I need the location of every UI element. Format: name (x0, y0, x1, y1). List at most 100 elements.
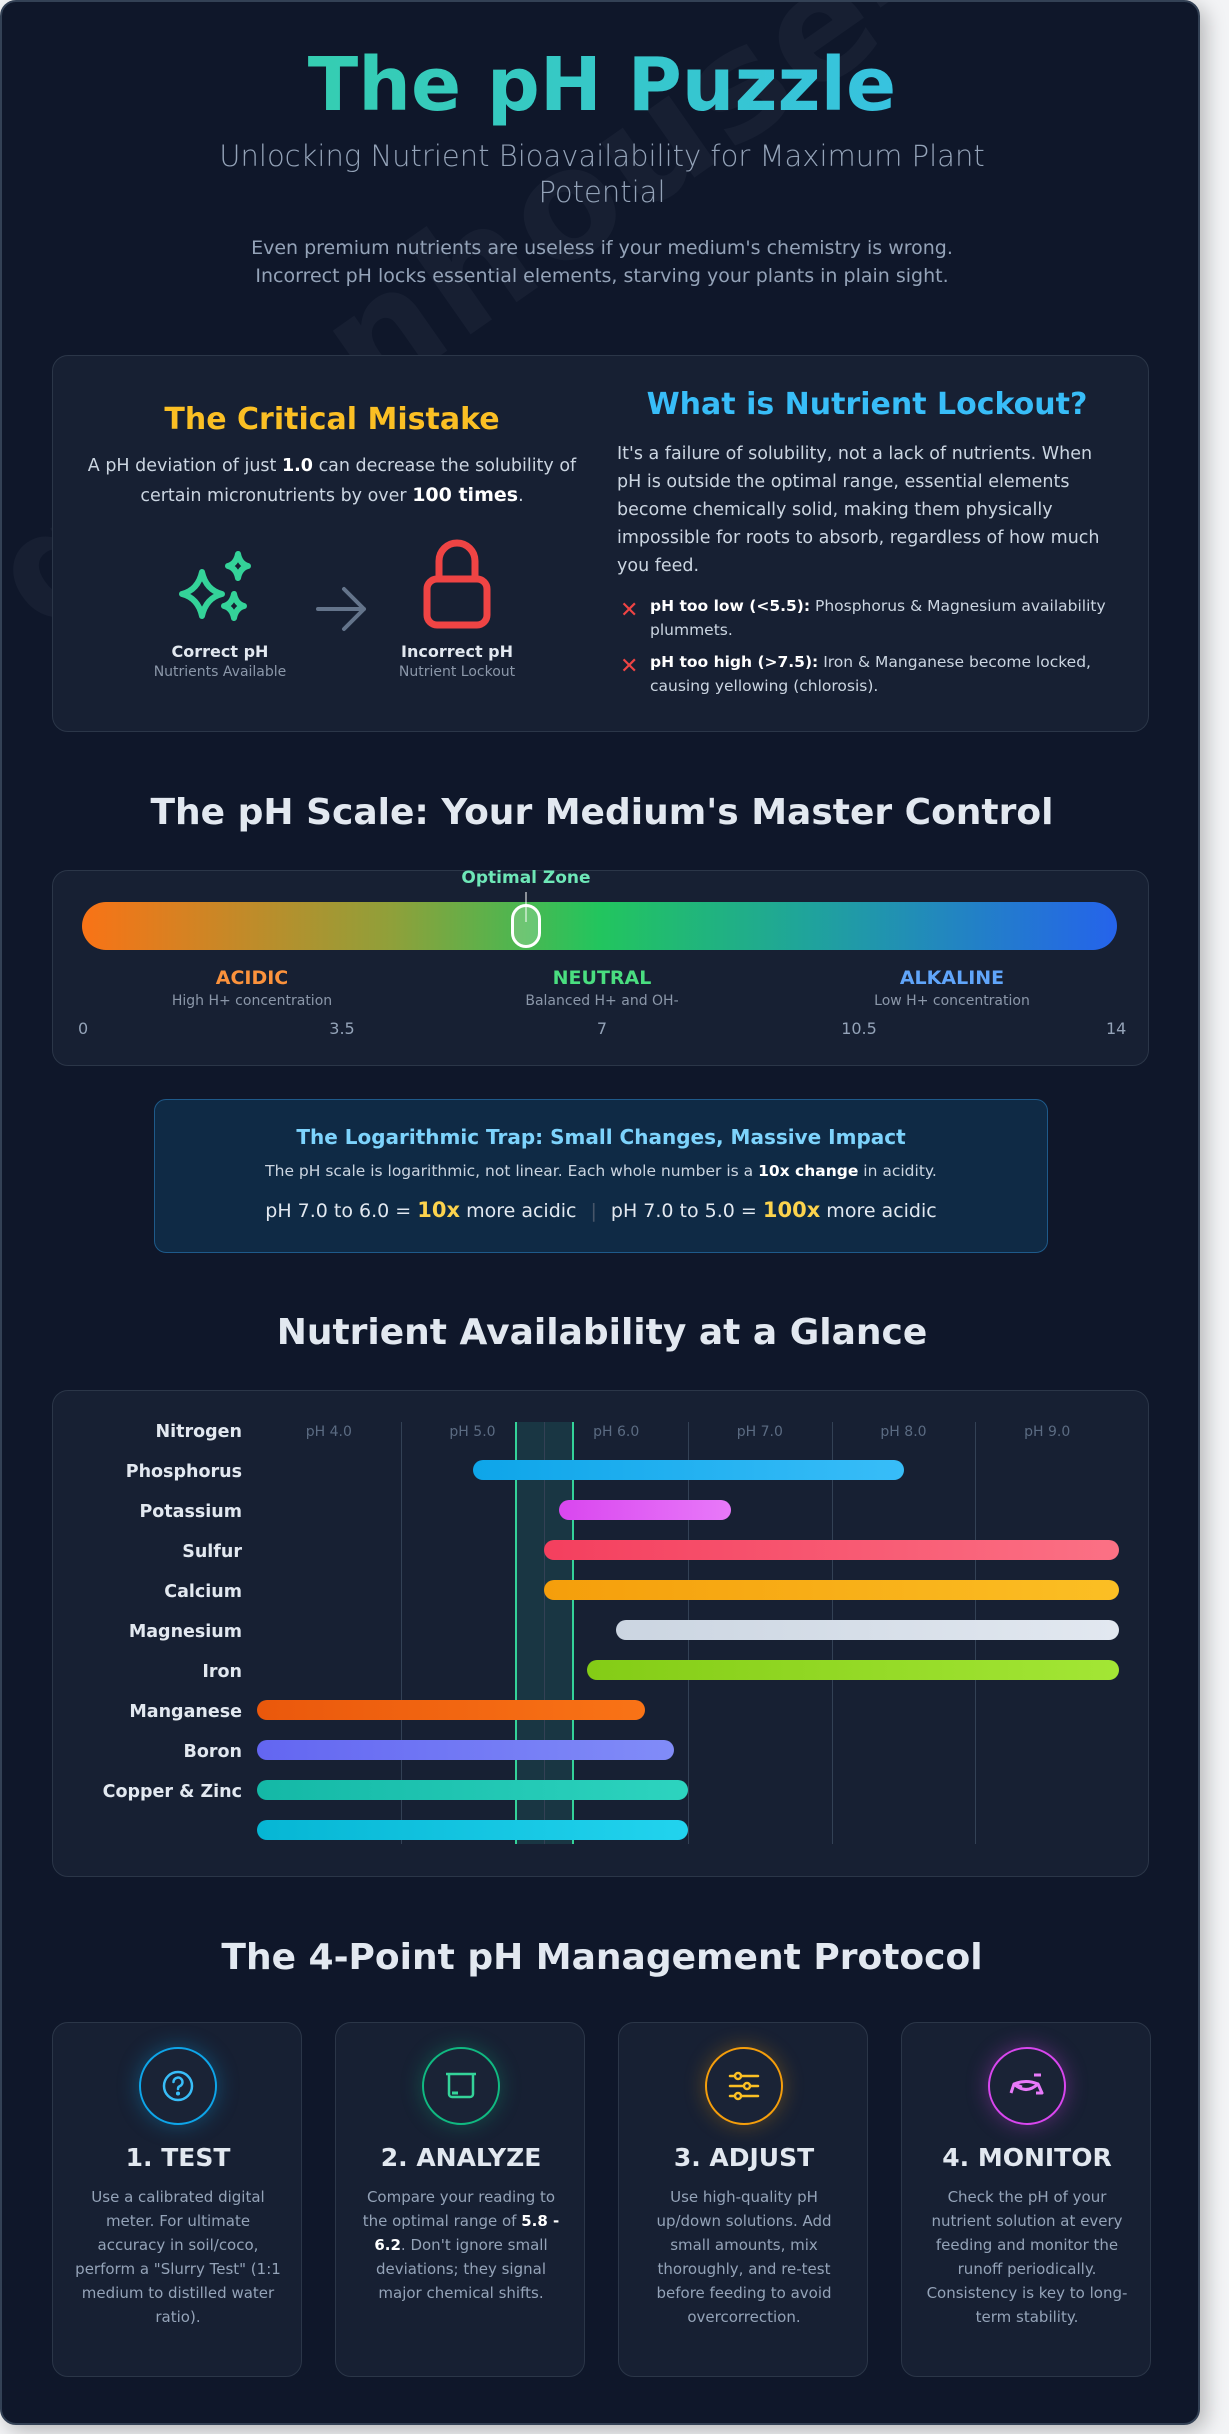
card-text: Compare your reading to the optimal rang… (358, 2185, 564, 2305)
tick-14: 14 (1106, 1019, 1127, 1038)
intro-line-2: Incorrect pH locks essential elements, s… (255, 265, 949, 287)
protocol-card-analyze: 2. ANALYZE Compare your reading to the o… (335, 2022, 585, 2377)
optimal-zone-band (515, 1422, 574, 1844)
zone-acidic: ACIDIC High H+ concentration (152, 967, 352, 1009)
text: can decrease the solubility of certain m… (140, 456, 577, 506)
lockout-title: What is Nutrient Lockout? (646, 387, 1088, 422)
highlight-times: 100 times (412, 484, 519, 506)
nutrient-heading: Nutrient Availability at a Glance (276, 1312, 928, 1353)
page-subtitle: Unlocking Nutrient Bioavailability for M… (219, 139, 985, 209)
protocol-card-monitor: 4. MONITOR Check the pH of your nutrient… (901, 2022, 1151, 2377)
log-trap-text: The pH scale is logarithmic, not linear.… (154, 1162, 1048, 1180)
tick-3-5: 3.5 (329, 1019, 355, 1038)
logarithmic-trap-callout (154, 1099, 1048, 1253)
critical-mistake-text: A pH deviation of just 1.0 can decrease … (82, 452, 582, 511)
optimal-zone-marker (511, 904, 541, 948)
nutrient-label: Calcium (164, 1582, 242, 1602)
nutrient-label: Manganese (129, 1702, 242, 1722)
ph-scale-heading: The pH Scale: Your Medium's Master Contr… (150, 792, 1054, 833)
correct-ph-label: Correct pH (171, 642, 269, 661)
eq-highlight: 10x (417, 1198, 461, 1222)
availability-bar (257, 1820, 688, 1840)
card-text: Use a calibrated digital meter. For ulti… (75, 2188, 281, 2326)
eq-text: more acidic (820, 1200, 937, 1222)
availability-bar (257, 1780, 688, 1800)
zone-title: NEUTRAL (552, 967, 652, 989)
lockout-text: It's a failure of solubility, not a lack… (617, 444, 1100, 576)
card-title: 2. ANALYZE (380, 2143, 542, 2172)
zone-sub: Balanced H+ and OH- (525, 993, 679, 1009)
mistake-lockout-panel (52, 355, 1149, 732)
nutrient-label: Copper & Zinc (102, 1782, 242, 1802)
protocol-heading: The 4-Point pH Management Protocol (221, 1937, 983, 1978)
incorrect-ph-caption: Incorrect pH Nutrient Lockout (357, 642, 557, 680)
eq-highlight: 100x (762, 1198, 821, 1222)
zone-neutral: NEUTRAL Balanced H+ and OH- (492, 967, 712, 1009)
optimal-range: 5.8 - 6.2 (374, 2212, 560, 2254)
critical-mistake-title: The Critical Mistake (164, 402, 500, 437)
nutrient-label: Phosphorus (125, 1462, 242, 1482)
nutrient-label: Magnesium (128, 1622, 242, 1642)
intro-line-1: Even premium nutrients are useless if yo… (251, 237, 953, 259)
log-trap-title: The Logarithmic Trap: Small Changes, Mas… (296, 1125, 906, 1149)
bullet-text: pH too low (<5.5): Phosphorus & Magnesiu… (650, 594, 1120, 642)
availability-bar (472, 1460, 904, 1480)
axis-label: pH 4.0 (305, 1424, 352, 1440)
tick-10-5: 10.5 (841, 1019, 877, 1038)
card-title: 4. MONITOR (942, 2143, 1112, 2172)
availability-bar (257, 1740, 674, 1760)
gridline (544, 1422, 546, 1844)
card-title: 1. TEST (125, 2143, 231, 2172)
axis-label: pH 7.0 (736, 1424, 783, 1440)
optimal-zone-edge (572, 1422, 575, 1844)
page-title: The pH Puzzle (2, 42, 1198, 128)
card-text: Use high-quality pH up/down solutions. A… (656, 2188, 832, 2326)
tick-0: 0 (78, 1019, 89, 1038)
monitor-icon (988, 2047, 1066, 2125)
x-icon: ✕ (620, 598, 639, 623)
bullet-low-ph: ✕ pH too low (<5.5): Phosphorus & Magnes… (620, 594, 1120, 642)
sliders-icon (705, 2047, 783, 2125)
nutrient-label: Sulfur (182, 1542, 242, 1562)
availability-bar (257, 1700, 645, 1720)
availability-bar (558, 1500, 732, 1520)
log-trap-equations: pH 7.0 to 6.0 = 10x more acidic | pH 7.0 t… (154, 1198, 1048, 1222)
sparkles-icon (172, 542, 262, 636)
card-title: 3. ADJUST (673, 2143, 815, 2172)
zone-title: ACIDIC (215, 967, 289, 989)
text: in acidity. (858, 1162, 937, 1180)
x-icon: ✕ (620, 654, 639, 679)
separator: | (590, 1200, 597, 1222)
intro-text: Even premium nutrients are useless if yo… (152, 234, 1052, 290)
protocol-card-test: 1. TEST Use a calibrated digital meter. … (52, 2022, 302, 2377)
lock-icon (417, 539, 497, 633)
availability-bar (587, 1660, 1119, 1680)
arrow-right-icon (314, 585, 370, 637)
text: . Don't ignore small deviations; they si… (376, 2236, 548, 2302)
beaker-icon (422, 2047, 500, 2125)
zone-sub: High H+ concentration (171, 993, 333, 1009)
axis-label: pH 6.0 (593, 1424, 640, 1440)
highlight-deviation: 1.0 (281, 456, 313, 476)
availability-bar (616, 1620, 1119, 1640)
bullet-body: Iron & Manganese become locked, causing … (650, 653, 1091, 695)
correct-ph-caption: Correct pH Nutrients Available (120, 642, 320, 680)
bullet-bold: pH too high (>7.5): (650, 653, 819, 671)
optimal-zone-label: Optimal Zone (461, 868, 591, 888)
zone-title: ALKALINE (899, 967, 1005, 989)
zone-alkaline: ALKALINE Low H+ concentration (852, 967, 1052, 1009)
ph-gradient-bar (82, 902, 1117, 950)
card-text: Check the pH of your nutrient solution a… (926, 2188, 1128, 2326)
nutrient-label: Potassium (139, 1502, 242, 1522)
availability-bar (544, 1580, 1119, 1600)
nutrient-label: Iron (202, 1662, 242, 1682)
tick-7: 7 (596, 1019, 608, 1038)
bullet-body: Phosphorus & Magnesium availability plum… (650, 597, 1106, 639)
axis-label: pH 8.0 (880, 1424, 927, 1440)
availability-bar (544, 1540, 1119, 1560)
text: The pH scale is logarithmic, not linear.… (265, 1162, 759, 1180)
highlight: 10x change (758, 1162, 859, 1180)
protocol-card-adjust: 3. ADJUST Use high-quality pH up/down so… (618, 2022, 868, 2377)
optimal-zone-edge (514, 1422, 517, 1844)
gridline (400, 1422, 402, 1844)
